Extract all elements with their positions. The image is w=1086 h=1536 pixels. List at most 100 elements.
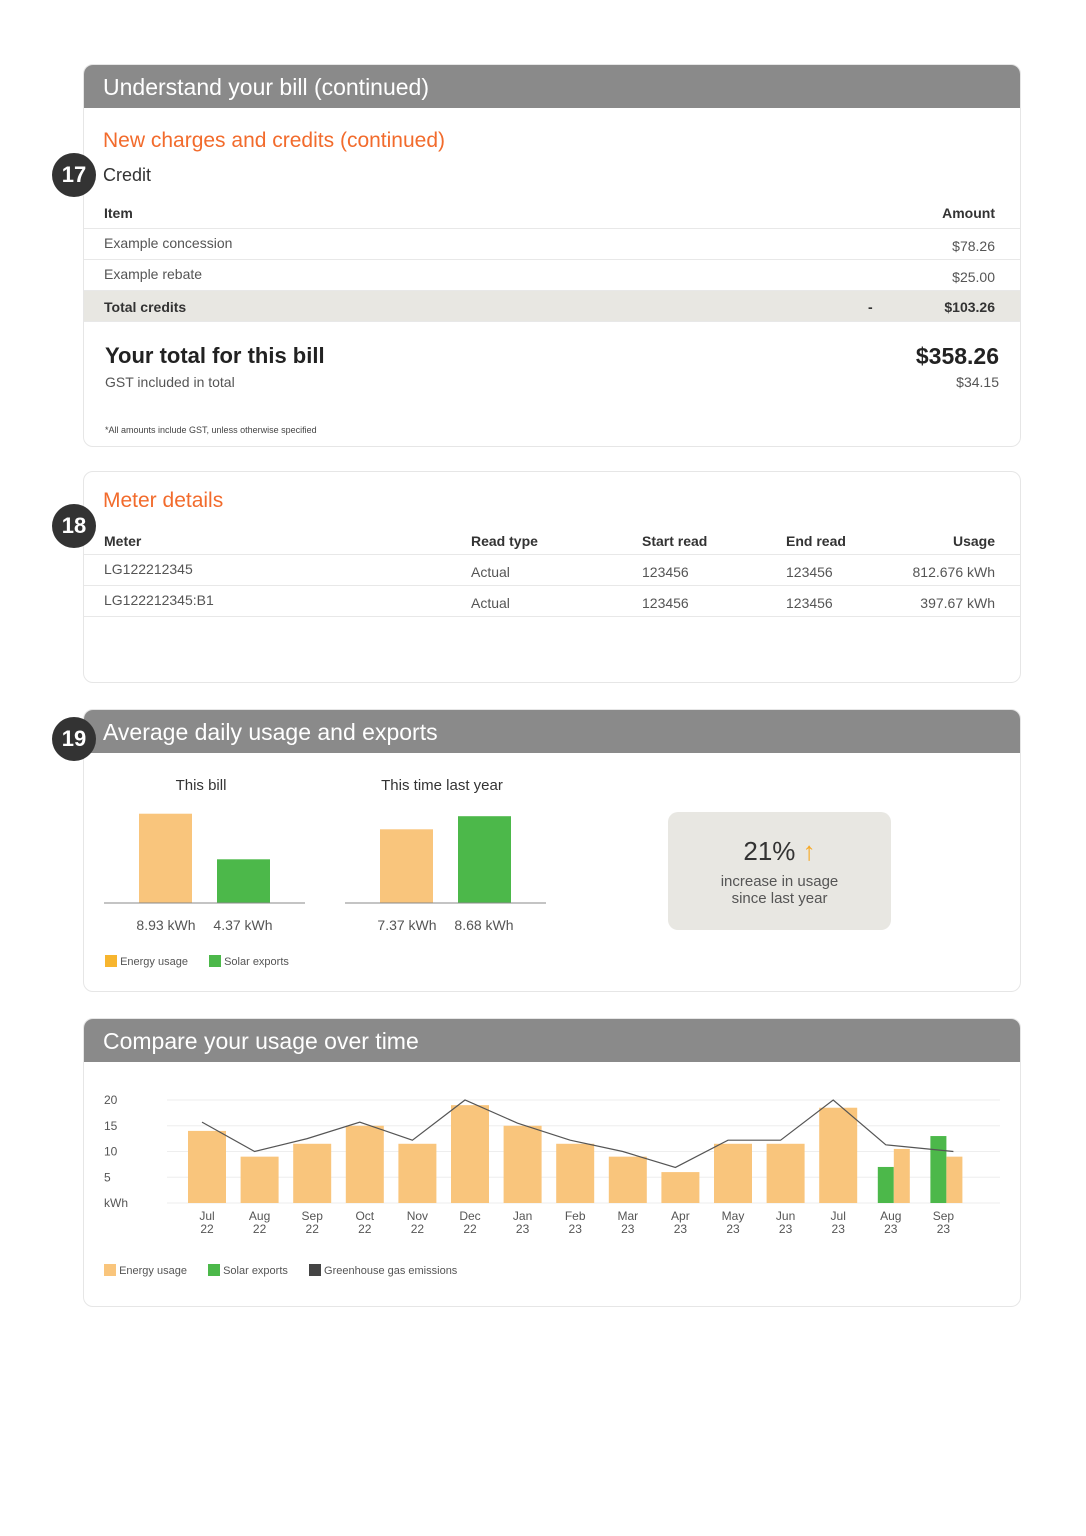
start-read: 123456 — [642, 595, 689, 611]
x-tick-month: Mar — [617, 1209, 638, 1223]
x-tick-month: May — [722, 1209, 745, 1223]
col-item: Item — [104, 205, 133, 221]
x-tick-year: 22 — [411, 1222, 425, 1236]
daily-legend: Energy usage Solar exports — [105, 955, 289, 968]
y-tick-label: 15 — [104, 1119, 118, 1133]
bar-energy-usage — [608, 1156, 647, 1203]
usage: 397.67 kWh — [920, 595, 995, 611]
bar-exports — [458, 816, 511, 903]
bar-solar-exports — [877, 1166, 894, 1203]
daily-usage-card: Average daily usage and exports This bil… — [83, 709, 1021, 992]
bill-card: Understand your bill (continued) New cha… — [83, 64, 1021, 447]
read-type: Actual — [471, 595, 510, 611]
meter-card: Meter details Meter Read type Start read En… — [83, 471, 1021, 683]
legend-usage: Energy usage — [119, 1265, 187, 1277]
x-tick-year: 23 — [674, 1222, 688, 1236]
change-line1: increase in usage — [720, 873, 839, 890]
bar-exports — [217, 859, 270, 903]
bar-solar-exports — [930, 1136, 947, 1203]
start-read-header: Start read — [642, 533, 708, 549]
bar-energy-usage — [503, 1125, 542, 1203]
x-tick-month: Jan — [513, 1209, 532, 1223]
bar-energy-usage — [714, 1143, 752, 1203]
meter: LG122212345 — [104, 561, 193, 577]
item: Example rebate — [104, 266, 203, 282]
x-tick-month: Aug — [249, 1209, 270, 1223]
x-tick-year: 23 — [884, 1222, 898, 1236]
x-tick-month: Aug — [880, 1209, 901, 1223]
gst-label: GST included in total — [105, 374, 235, 390]
y-tick-label: 5 — [104, 1170, 111, 1184]
exports-label: 8.68 kWh — [454, 917, 513, 933]
legend-exports: Solar exports — [223, 1265, 288, 1277]
usage-label: 7.37 kWh — [377, 917, 436, 933]
table-row: LG122212345 Actual 123456 123456 812.676 kWh — [84, 555, 1020, 586]
bar-energy-usage — [766, 1143, 805, 1203]
end-read: 123456 — [786, 564, 833, 580]
step-badge: 19 — [52, 717, 96, 761]
x-tick-year: 23 — [937, 1222, 951, 1236]
compare-card: Compare your usage over time 20 15 10 5 kWh J… — [83, 1018, 1021, 1307]
item: Example concession — [104, 235, 233, 251]
bill-total-amount: $358.26 — [915, 343, 999, 369]
meter: LG122212345:B1 — [104, 592, 214, 608]
footnote: *All amounts include GST, unless otherwi… — [105, 425, 317, 435]
x-tick-month: Feb — [565, 1209, 586, 1223]
y-tick-label: 10 — [104, 1145, 118, 1159]
arrow-up-icon: ↑ — [802, 836, 816, 866]
read-type-header: Read type — [471, 533, 538, 549]
total-sign: - — [868, 299, 873, 315]
table-row: LG122212345:B1 Actual 123456 123456 397.67 k… — [84, 586, 1020, 617]
meter-table-header: Meter Read type Start read End read Usage — [84, 533, 1020, 555]
bar-energy-usage — [240, 1156, 279, 1203]
legend-swatch-emissions — [308, 1264, 321, 1276]
x-tick-year: 23 — [516, 1222, 530, 1236]
usage: 812.676 kWh — [912, 564, 996, 580]
usage-over-time-chart: 2015105kWhJul22Aug22Sep22Oct22Nov22Dec22… — [104, 1093, 1000, 1236]
section-subtitle: New charges and credits (continued) — [103, 129, 446, 152]
legend-usage: Energy usage — [120, 956, 188, 968]
x-tick-year: 23 — [779, 1222, 793, 1236]
start-read: 123456 — [642, 564, 689, 580]
table-row: Example rebate $25.00 — [84, 260, 1020, 291]
x-tick-month: Jul — [831, 1209, 846, 1223]
bill-total-label: Your total for this bill — [105, 343, 325, 368]
x-tick-year: 23 — [621, 1222, 635, 1236]
bar-energy-usage — [946, 1156, 963, 1203]
amount: $78.26 — [952, 238, 995, 254]
bar-energy-usage — [398, 1143, 437, 1203]
daily-usage-chart: This bill 8.93 kWh 4.37 kWh This time last … — [104, 777, 546, 933]
change-value: 21% — [743, 836, 796, 866]
table-header: Item Amount — [84, 205, 1020, 229]
x-tick-year: 22 — [306, 1222, 320, 1236]
bar-energy-usage — [451, 1105, 489, 1203]
bar-energy-usage — [819, 1107, 858, 1203]
y-axis-label: kWh — [104, 1196, 128, 1210]
change-line2: since last year — [731, 890, 828, 907]
bar-energy-usage — [661, 1172, 700, 1203]
legend-swatch-exports — [208, 1264, 221, 1276]
x-tick-year: 22 — [253, 1222, 267, 1236]
emissions-line — [201, 1099, 954, 1169]
end-read-header: End read — [786, 533, 846, 549]
x-tick-month: Dec — [459, 1209, 480, 1223]
compare-legend: Energy usage Solar exports Greenhouse ga… — [104, 1264, 457, 1277]
x-tick-year: 22 — [463, 1222, 477, 1236]
chart-title: This bill — [176, 777, 227, 794]
total-label: Total credits — [104, 299, 187, 315]
legend-swatch-usage — [105, 955, 117, 967]
bar-usage — [139, 813, 192, 903]
step-badge: 18 — [52, 504, 96, 548]
gst-amount: $34.15 — [956, 374, 999, 390]
x-tick-year: 23 — [832, 1222, 846, 1236]
total-amount: $103.26 — [944, 299, 995, 315]
read-type: Actual — [471, 564, 510, 580]
usage-header: Usage — [952, 533, 995, 549]
section-header: Average daily usage and exports — [84, 710, 1020, 753]
bar-usage — [380, 829, 433, 903]
meter-header: Meter — [104, 533, 142, 549]
bar-energy-usage — [188, 1130, 226, 1203]
bar-energy-usage — [556, 1143, 595, 1203]
table-row: Example concession $78.26 — [84, 229, 1020, 260]
usage-change-box: 21% ↑ increase in usage since last year — [668, 812, 891, 930]
